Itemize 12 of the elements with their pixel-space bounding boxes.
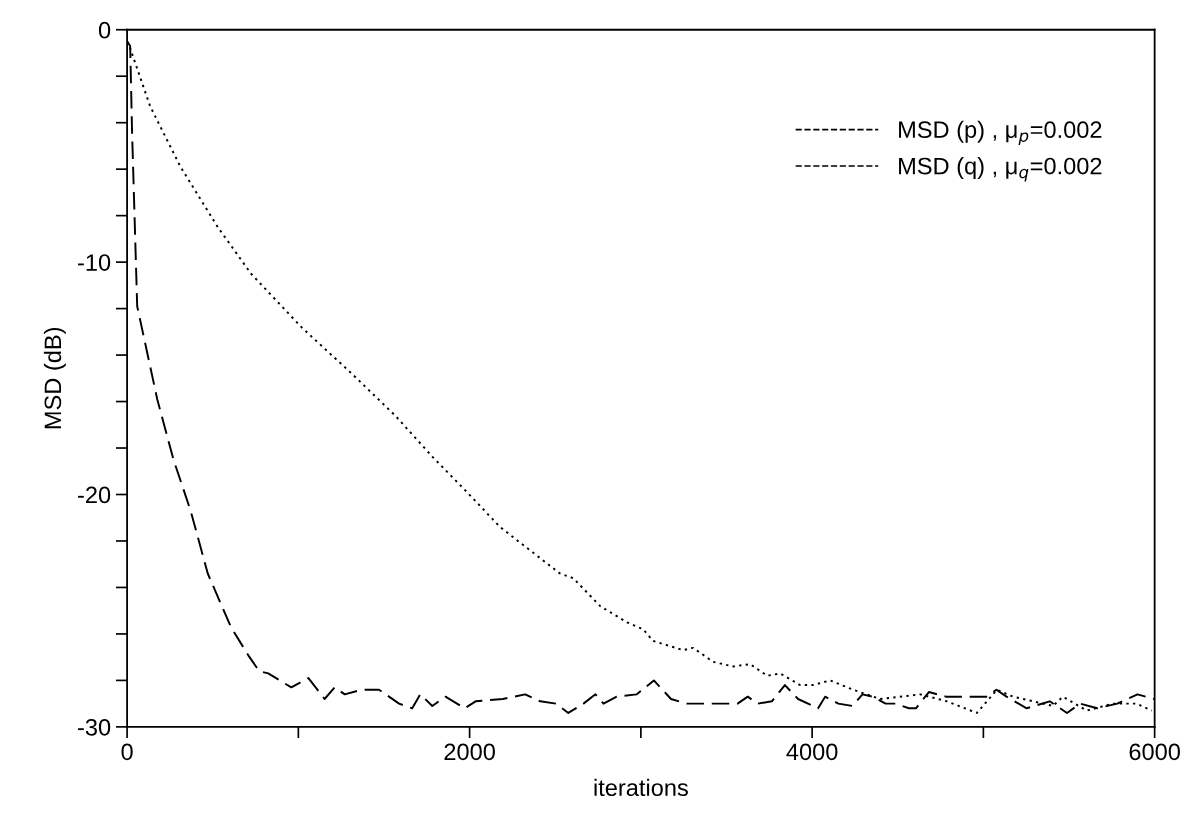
- x-tick-label: 6000: [1129, 743, 1180, 761]
- legend-label: MSD (q) , μ$_{q}$=0.002: [899, 157, 1102, 182]
- x-tick-label: 0: [121, 743, 133, 761]
- legend-label: MSD (p) , μ$_{p}$=0.002: [899, 120, 1102, 146]
- y-tick-label: 0: [98, 21, 111, 39]
- x-tick-label: 4000: [786, 743, 838, 761]
- x-tick-label: 2000: [444, 743, 495, 761]
- y-tick-label: -30: [78, 718, 111, 736]
- x-axis-title: iterations: [594, 778, 688, 797]
- y-axis-title: MSD (dB): [43, 327, 66, 429]
- y-tick-label: -20: [78, 486, 111, 504]
- y-tick-label: -10: [78, 254, 111, 271]
